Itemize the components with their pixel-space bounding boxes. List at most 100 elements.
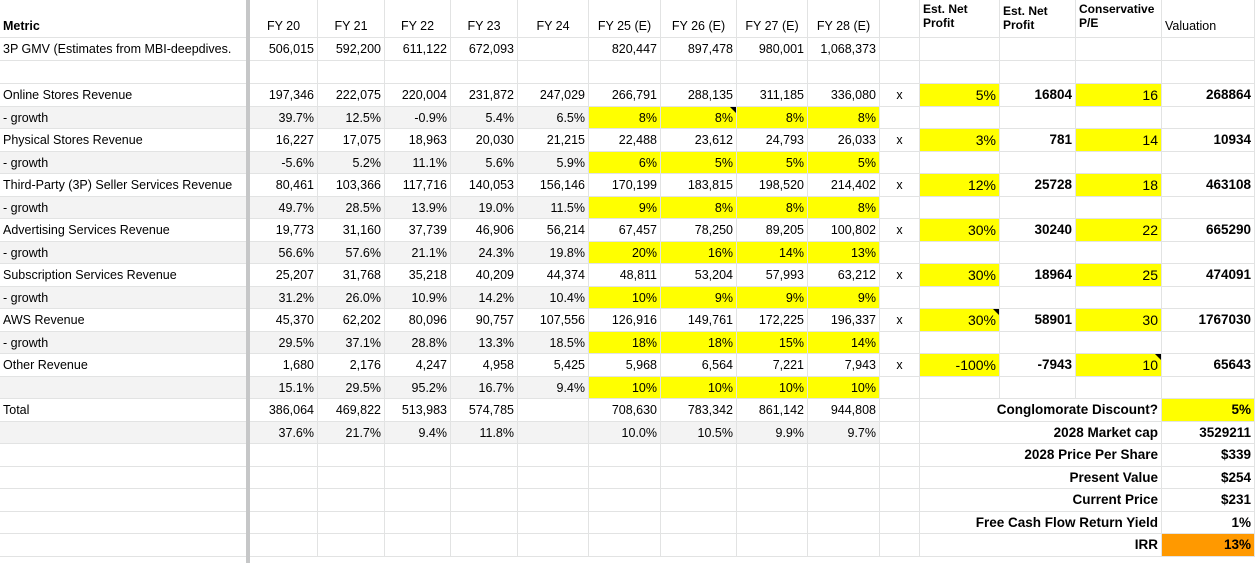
growth-value[interactable]: 10.9% [385, 287, 451, 309]
cell[interactable] [250, 61, 318, 84]
cell[interactable] [880, 287, 920, 309]
summary-label[interactable]: Free Cash Flow Return Yield [920, 512, 1162, 534]
header-year[interactable]: FY 21 [318, 0, 385, 38]
cell[interactable] [737, 489, 808, 512]
freeze-column-divider[interactable] [246, 0, 250, 563]
valuation-value[interactable]: 665290 [1162, 219, 1255, 242]
pe-input[interactable]: 18 [1076, 174, 1162, 197]
growth-value[interactable]: 31.2% [250, 287, 318, 309]
cell[interactable] [808, 61, 880, 84]
cell[interactable] [737, 61, 808, 84]
growth-value[interactable]: 14.2% [451, 287, 518, 309]
growth-value[interactable]: 10% [737, 377, 808, 399]
revenue-value[interactable]: 126,916 [589, 309, 661, 332]
net-margin-input[interactable]: -100% [920, 354, 1000, 377]
revenue-value[interactable]: 63,212 [808, 264, 880, 287]
header-est-net-profit[interactable]: Est. Net Profit [920, 0, 1000, 38]
est-net-profit[interactable]: 30240 [1000, 219, 1076, 242]
total-growth[interactable] [518, 422, 589, 444]
summary-value[interactable]: $254 [1162, 467, 1255, 489]
revenue-value[interactable]: 311,185 [737, 84, 808, 107]
revenue-value[interactable]: 48,811 [589, 264, 661, 287]
summary-value[interactable]: $339 [1162, 444, 1255, 467]
growth-value[interactable]: 15.1% [250, 377, 318, 399]
cell[interactable] [385, 61, 451, 84]
segment-label[interactable]: AWS Revenue [0, 309, 250, 332]
growth-value[interactable]: 6.5% [518, 107, 589, 129]
total-value[interactable]: 944,808 [808, 399, 880, 422]
est-net-profit[interactable]: -7943 [1000, 354, 1076, 377]
summary-value[interactable]: $231 [1162, 489, 1255, 512]
revenue-value[interactable]: 336,080 [808, 84, 880, 107]
cell[interactable] [1162, 377, 1255, 399]
cell[interactable] [880, 152, 920, 174]
revenue-value[interactable]: 5,968 [589, 354, 661, 377]
valuation-value[interactable]: 10934 [1162, 129, 1255, 152]
growth-value[interactable]: 9.4% [518, 377, 589, 399]
revenue-value[interactable]: 222,075 [318, 84, 385, 107]
summary-label[interactable]: Present Value [920, 467, 1162, 489]
summary-label[interactable]: 2028 Market cap [920, 422, 1162, 444]
cell[interactable] [880, 534, 920, 557]
growth-label[interactable]: - growth [0, 107, 250, 129]
multiply-sign[interactable]: x [880, 264, 920, 287]
summary-label[interactable]: 2028 Price Per Share [920, 444, 1162, 467]
growth-value[interactable]: 9% [661, 287, 737, 309]
revenue-value[interactable]: 57,993 [737, 264, 808, 287]
segment-label[interactable]: Online Stores Revenue [0, 84, 250, 107]
summary-value[interactable]: 1% [1162, 512, 1255, 534]
cell[interactable] [880, 197, 920, 219]
revenue-value[interactable]: 89,205 [737, 219, 808, 242]
cell[interactable] [0, 61, 250, 84]
cell[interactable] [737, 467, 808, 489]
growth-value[interactable]: 8% [589, 107, 661, 129]
cell[interactable] [1076, 107, 1162, 129]
header-year[interactable]: FY 25 (E) [589, 0, 661, 38]
header-year[interactable]: FY 27 (E) [737, 0, 808, 38]
cell[interactable] [589, 444, 661, 467]
growth-value[interactable]: 12.5% [318, 107, 385, 129]
total-value[interactable]: 386,064 [250, 399, 318, 422]
cell[interactable] [250, 489, 318, 512]
revenue-value[interactable]: 20,030 [451, 129, 518, 152]
cell[interactable] [880, 61, 920, 84]
growth-value[interactable]: 95.2% [385, 377, 451, 399]
cell[interactable] [1162, 61, 1255, 84]
net-margin-input[interactable]: 30% [920, 309, 1000, 332]
cell[interactable] [451, 61, 518, 84]
cell[interactable] [385, 489, 451, 512]
revenue-value[interactable]: 78,250 [661, 219, 737, 242]
segment-label[interactable]: Other Revenue [0, 354, 250, 377]
total-value[interactable]: 469,822 [318, 399, 385, 422]
multiply-sign[interactable]: x [880, 84, 920, 107]
cell[interactable] [920, 242, 1000, 264]
revenue-value[interactable]: 100,802 [808, 219, 880, 242]
revenue-value[interactable]: 80,096 [385, 309, 451, 332]
cell[interactable] [920, 152, 1000, 174]
valuation-value[interactable]: 268864 [1162, 84, 1255, 107]
cell[interactable] [589, 512, 661, 534]
header-year[interactable]: FY 22 [385, 0, 451, 38]
gmv-label[interactable]: 3P GMV (Estimates from MBI-deepdives. [0, 38, 250, 61]
cell[interactable] [880, 242, 920, 264]
cell[interactable] [518, 61, 589, 84]
growth-label[interactable]: - growth [0, 152, 250, 174]
cell[interactable] [920, 38, 1000, 61]
growth-value[interactable]: 8% [808, 107, 880, 129]
total-growth[interactable]: 10.5% [661, 422, 737, 444]
est-net-profit[interactable]: 18964 [1000, 264, 1076, 287]
growth-value[interactable]: 18.5% [518, 332, 589, 354]
total-value[interactable]: 574,785 [451, 399, 518, 422]
header-year[interactable]: FY 23 [451, 0, 518, 38]
growth-value[interactable]: 11.5% [518, 197, 589, 219]
pe-input[interactable]: 14 [1076, 129, 1162, 152]
cell[interactable] [589, 467, 661, 489]
cell[interactable] [737, 512, 808, 534]
total-value[interactable]: 708,630 [589, 399, 661, 422]
revenue-value[interactable]: 5,425 [518, 354, 589, 377]
header-year[interactable]: FY 20 [250, 0, 318, 38]
valuation-value[interactable]: 463108 [1162, 174, 1255, 197]
revenue-value[interactable]: 80,461 [250, 174, 318, 197]
revenue-value[interactable]: 117,716 [385, 174, 451, 197]
total-growth[interactable]: 9.4% [385, 422, 451, 444]
